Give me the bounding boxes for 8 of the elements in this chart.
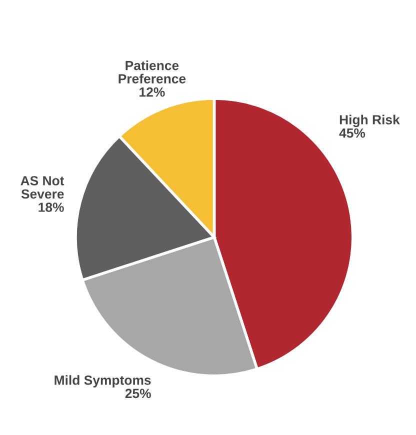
slice-label: Patience Preference [118,60,186,84]
slice-label: AS Not Severe [20,176,64,199]
data-label: 25% [125,388,151,398]
slice-label: High Risk [340,114,400,128]
data-label: 12% [140,87,165,97]
slice-label: Mild Symptoms [54,375,151,388]
data-label: 45% [339,128,366,138]
data-label: 18% [38,202,64,212]
